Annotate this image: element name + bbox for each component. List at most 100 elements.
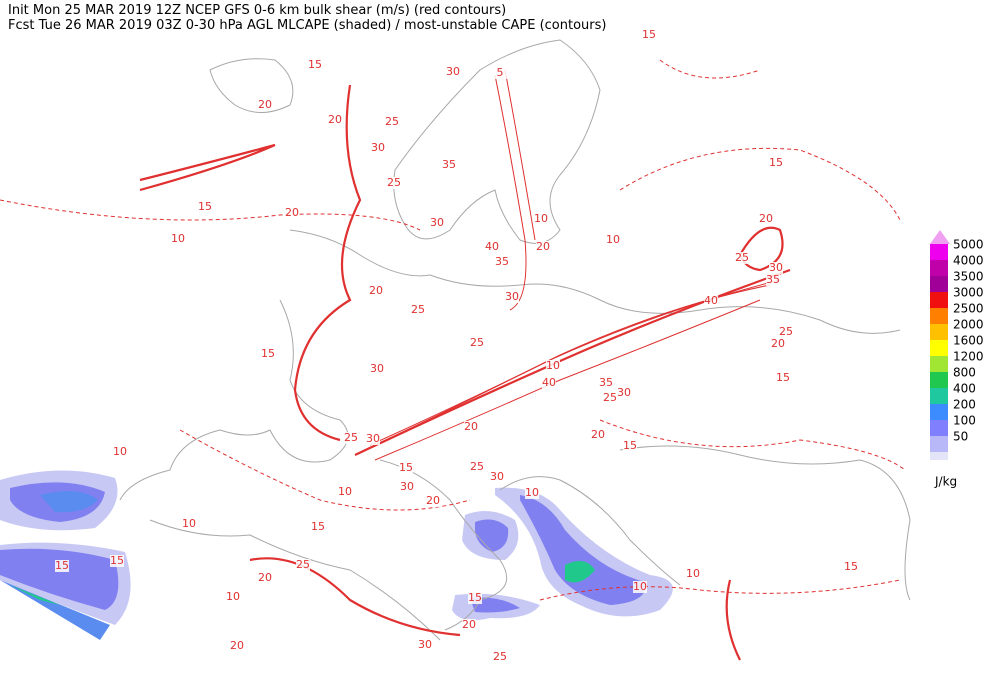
colorbar-label: 2500 <box>953 302 984 316</box>
contour-label-bg <box>55 560 69 572</box>
contour-label: 15 <box>261 347 275 360</box>
colorbar-label: 5000 <box>953 238 984 252</box>
contour-label-bg <box>462 619 476 631</box>
contour-label: 15 <box>399 461 413 474</box>
contour-label: 20 <box>258 98 272 111</box>
contour-label-bg <box>495 256 509 268</box>
contour-label: 35 <box>599 376 613 389</box>
contour-label-bg <box>534 213 548 225</box>
contour-label-bg <box>485 241 499 253</box>
contour-label-bg <box>599 377 613 389</box>
contour-label: 5 <box>497 66 504 79</box>
contour-label-bg <box>771 338 785 350</box>
contour-label-bg <box>779 326 793 338</box>
contour-label: 30 <box>769 261 783 274</box>
contour-label-bg <box>735 252 749 264</box>
contour-label-bg <box>470 337 484 349</box>
contour-label-bg <box>426 495 440 507</box>
colorbar-swatch <box>930 260 948 276</box>
contour-label-bg <box>493 67 507 79</box>
contour-label: 25 <box>387 176 401 189</box>
contour-label: 15 <box>55 559 69 572</box>
contour-label-bg <box>542 377 556 389</box>
contour-label: 30 <box>430 216 444 229</box>
contour-label-bg <box>642 29 656 41</box>
contour-label-bg <box>418 639 432 651</box>
contour-label: 35 <box>495 255 509 268</box>
contour-label-bg <box>536 241 550 253</box>
contour-label: 25 <box>493 650 507 663</box>
contour-label-bg <box>470 461 484 473</box>
colorbar-label: 400 <box>953 382 976 396</box>
contour-label: 40 <box>704 294 718 307</box>
contour-label-bg <box>370 363 384 375</box>
contour-label-bg <box>113 446 127 458</box>
colorbar-label: 3000 <box>953 286 984 300</box>
contour-label: 40 <box>542 376 556 389</box>
colorbar-label: 4000 <box>953 254 984 268</box>
colorbar-swatch <box>930 244 948 260</box>
contour-label-bg <box>171 233 185 245</box>
colorbar-label: 800 <box>953 366 976 380</box>
contour-label-bg <box>525 487 539 499</box>
colorbar-swatch <box>930 436 948 452</box>
contour-label-bg <box>296 559 310 571</box>
contour-label: 15 <box>468 591 482 604</box>
contour-label: 15 <box>776 371 790 384</box>
contour-label: 20 <box>258 571 272 584</box>
contour-label-bg <box>686 568 700 580</box>
colorbar-swatch <box>930 340 948 356</box>
contour-label-bg <box>430 217 444 229</box>
contour-label: 25 <box>385 115 399 128</box>
contour-label: 10 <box>546 359 560 372</box>
contour-label: 10 <box>171 232 185 245</box>
contour-label: 10 <box>686 567 700 580</box>
contour-label-bg <box>766 274 780 286</box>
contour-label-bg <box>759 213 773 225</box>
contour-label: 25 <box>296 558 310 571</box>
contour-label-bg <box>617 387 631 399</box>
contour-label: 15 <box>769 156 783 169</box>
contour-label-bg <box>182 518 196 530</box>
contour-label-bg <box>464 421 478 433</box>
contour-label-bg <box>400 481 414 493</box>
contour-label: 15 <box>110 554 124 567</box>
contour-label-bg <box>769 262 783 274</box>
contour-label-bg <box>285 207 299 219</box>
contour-label: 30 <box>400 480 414 493</box>
contour-label-bg <box>399 462 413 474</box>
contour-label-bg <box>591 429 605 441</box>
colorbar-swatch <box>930 388 948 404</box>
contour-label-bg <box>230 640 244 652</box>
contour-label-bg <box>776 372 790 384</box>
contour-label: 20 <box>328 113 342 126</box>
contour-label: 20 <box>369 284 383 297</box>
contour-label: 30 <box>418 638 432 651</box>
colorbar-swatch <box>930 292 948 308</box>
cape-shading <box>0 470 673 640</box>
colorbar-label: 200 <box>953 398 976 412</box>
colorbar-swatch <box>930 404 948 420</box>
contour-label: 35 <box>766 273 780 286</box>
contour-label-bg <box>442 159 456 171</box>
contour-label-bg <box>704 295 718 307</box>
contour-label: 25 <box>470 336 484 349</box>
colorbar-swatch <box>930 420 948 436</box>
contour-label-bg <box>198 201 212 213</box>
colorbar-unit: J/kg <box>934 475 957 489</box>
shear-contours <box>0 59 906 661</box>
contour-label: 30 <box>505 290 519 303</box>
contour-label: 20 <box>285 206 299 219</box>
contour-label: 30 <box>617 386 631 399</box>
contour-label-bg <box>338 486 352 498</box>
contour-label-bg <box>258 99 272 111</box>
contour-label: 40 <box>485 240 499 253</box>
colorbar-swatch <box>930 452 948 460</box>
contour-label: 20 <box>462 618 476 631</box>
contour-label: 10 <box>606 233 620 246</box>
contour-label-bg <box>505 291 519 303</box>
contour-label-bg <box>546 360 560 372</box>
contour-label-bg <box>371 142 385 154</box>
colorbar-label: 100 <box>953 414 976 428</box>
